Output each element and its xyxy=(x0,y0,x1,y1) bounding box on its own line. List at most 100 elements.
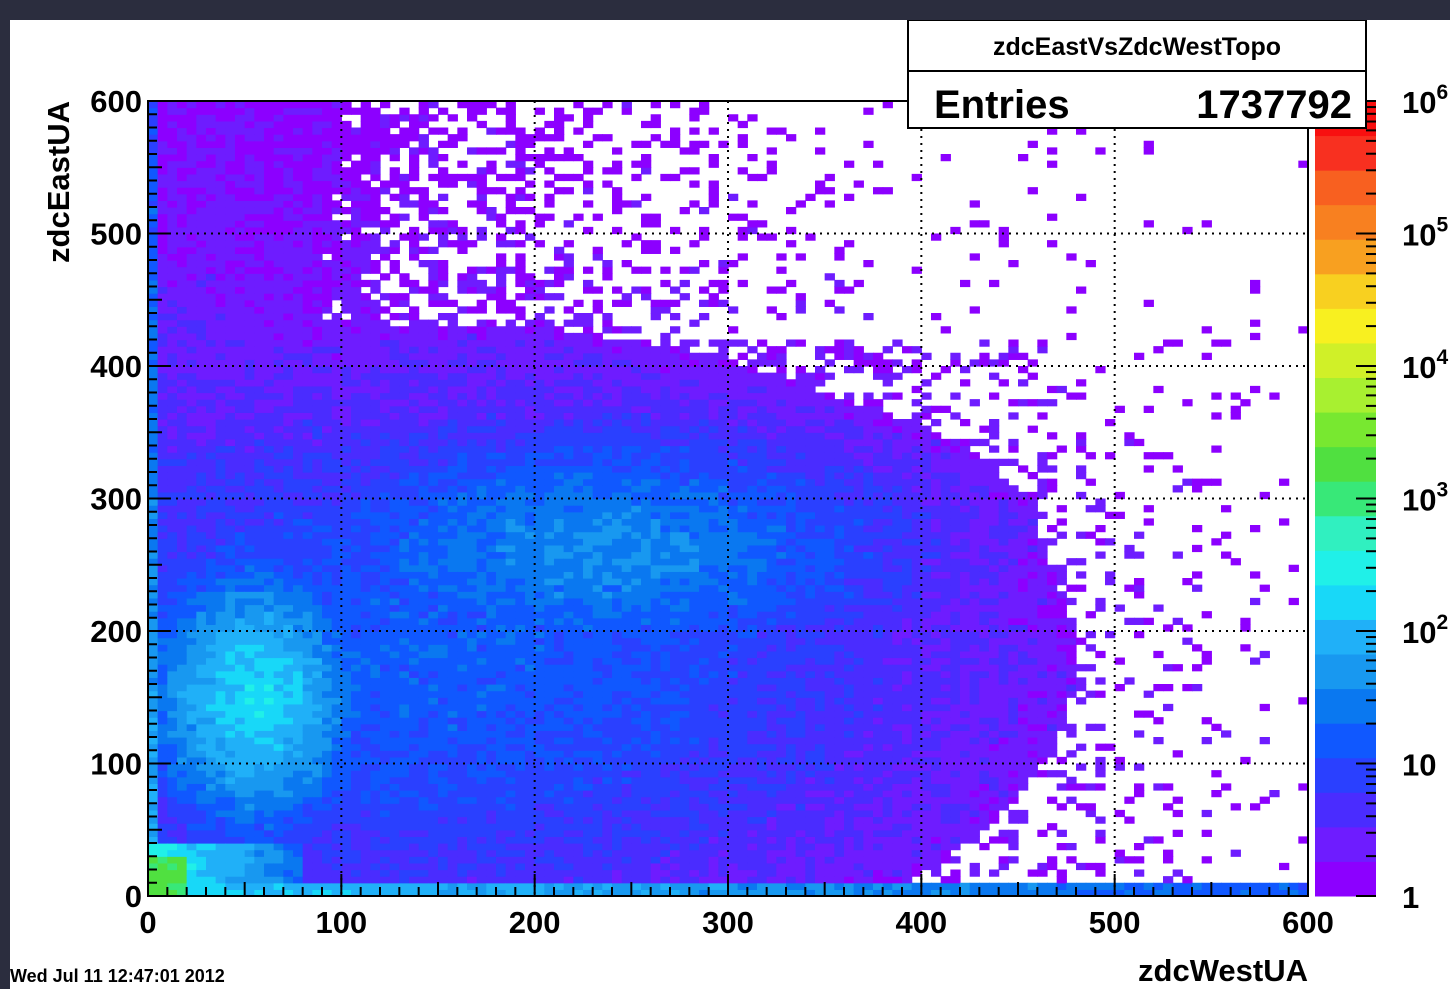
heatmap-cell xyxy=(157,114,168,122)
heatmap-cell xyxy=(273,120,284,129)
heatmap-cell xyxy=(360,611,371,619)
heatmap-cell xyxy=(409,809,420,818)
heatmap-cell xyxy=(476,432,487,440)
heatmap-cell xyxy=(312,816,323,824)
heatmap-cell xyxy=(360,717,371,725)
heatmap-cell xyxy=(534,611,545,619)
heatmap-cell xyxy=(534,737,545,745)
heatmap-cell xyxy=(351,717,362,725)
heatmap-cell xyxy=(360,803,371,811)
heatmap-cell xyxy=(573,101,584,109)
heatmap-cell xyxy=(254,763,265,771)
heatmap-cell xyxy=(148,120,159,129)
heatmap-cell xyxy=(157,140,168,148)
heatmap-cell xyxy=(360,200,371,208)
heatmap-cell xyxy=(157,584,168,592)
heatmap-cell xyxy=(351,617,362,625)
heatmap-cell xyxy=(486,458,497,466)
heatmap-cell xyxy=(177,803,188,811)
heatmap-cell xyxy=(157,438,168,447)
heatmap-cell xyxy=(554,445,565,453)
heatmap-cell xyxy=(215,670,226,678)
heatmap-cell xyxy=(312,253,323,261)
heatmap-cell xyxy=(273,730,284,738)
heatmap-cell xyxy=(486,392,497,400)
heatmap-cell xyxy=(148,849,159,857)
heatmap-cell xyxy=(496,637,507,645)
heatmap-cell xyxy=(235,564,246,572)
heatmap-cell xyxy=(157,856,168,864)
heatmap-cell xyxy=(380,432,391,440)
heatmap-cell xyxy=(244,419,255,427)
heatmap-cell xyxy=(341,604,352,612)
heatmap-cell xyxy=(486,743,497,751)
heatmap-cell xyxy=(534,432,545,440)
heatmap-cell xyxy=(447,544,458,553)
heatmap-cell xyxy=(167,220,178,228)
heatmap-cell xyxy=(380,114,391,122)
heatmap-cell xyxy=(206,578,217,586)
heatmap-cell xyxy=(225,617,236,625)
heatmap-cell xyxy=(331,571,342,579)
heatmap-cell xyxy=(148,332,159,341)
heatmap-cell xyxy=(409,525,420,533)
heatmap-cell xyxy=(476,233,487,241)
heatmap-cell xyxy=(573,823,584,831)
heatmap-cell xyxy=(264,836,275,844)
heatmap-cell xyxy=(496,723,507,731)
heatmap-cell xyxy=(264,710,275,718)
heatmap-cell xyxy=(370,823,381,831)
heatmap-cell xyxy=(447,790,458,798)
heatmap-cell xyxy=(283,306,294,314)
heatmap-cell xyxy=(418,677,429,685)
heatmap-cell xyxy=(496,856,507,864)
heatmap-cell xyxy=(438,644,449,652)
heatmap-cell xyxy=(235,419,246,427)
heatmap-cell xyxy=(322,366,333,374)
heatmap-cell xyxy=(360,478,371,486)
heatmap-cell xyxy=(467,604,478,612)
heatmap-cell xyxy=(225,531,236,539)
heatmap-cell xyxy=(573,366,584,374)
heatmap-cell xyxy=(177,200,188,208)
heatmap-cell xyxy=(254,525,265,533)
heatmap-cell xyxy=(525,445,536,453)
heatmap-cell xyxy=(206,207,217,215)
heatmap-cell xyxy=(544,737,555,745)
heatmap-cell xyxy=(534,332,545,341)
heatmap-cell xyxy=(409,491,420,500)
heatmap-cell xyxy=(264,127,275,135)
heatmap-cell xyxy=(476,452,487,460)
heatmap-cell xyxy=(254,160,265,168)
heatmap-cell xyxy=(409,253,420,261)
heatmap-cell xyxy=(196,246,207,254)
heatmap-cell xyxy=(380,611,391,619)
heatmap-cell xyxy=(360,385,371,394)
heatmap-cell xyxy=(360,518,371,526)
heatmap-cell xyxy=(167,684,178,692)
heatmap-cell xyxy=(457,690,468,698)
heatmap-cell xyxy=(235,511,246,519)
heatmap-cell xyxy=(457,843,468,851)
heatmap-cell xyxy=(515,273,526,281)
heatmap-cell xyxy=(505,717,516,725)
heatmap-cell xyxy=(206,213,217,221)
heatmap-cell xyxy=(486,783,497,791)
heatmap-cell xyxy=(351,631,362,639)
heatmap-cell xyxy=(225,485,236,493)
heatmap-cell xyxy=(225,359,236,367)
heatmap-cell xyxy=(360,346,371,354)
heatmap-cell xyxy=(370,829,381,837)
heatmap-cell xyxy=(196,160,207,168)
heatmap-cell xyxy=(235,359,246,367)
heatmap-cell xyxy=(418,485,429,493)
heatmap-cell xyxy=(157,538,168,546)
heatmap-cell xyxy=(186,213,197,221)
heatmap-cell xyxy=(476,809,487,818)
heatmap-cell xyxy=(322,107,333,115)
heatmap-cell xyxy=(486,293,497,301)
heatmap-cell xyxy=(457,246,468,254)
heatmap-cell xyxy=(244,790,255,798)
heatmap-cell xyxy=(322,710,333,718)
heatmap-cell xyxy=(312,491,323,500)
